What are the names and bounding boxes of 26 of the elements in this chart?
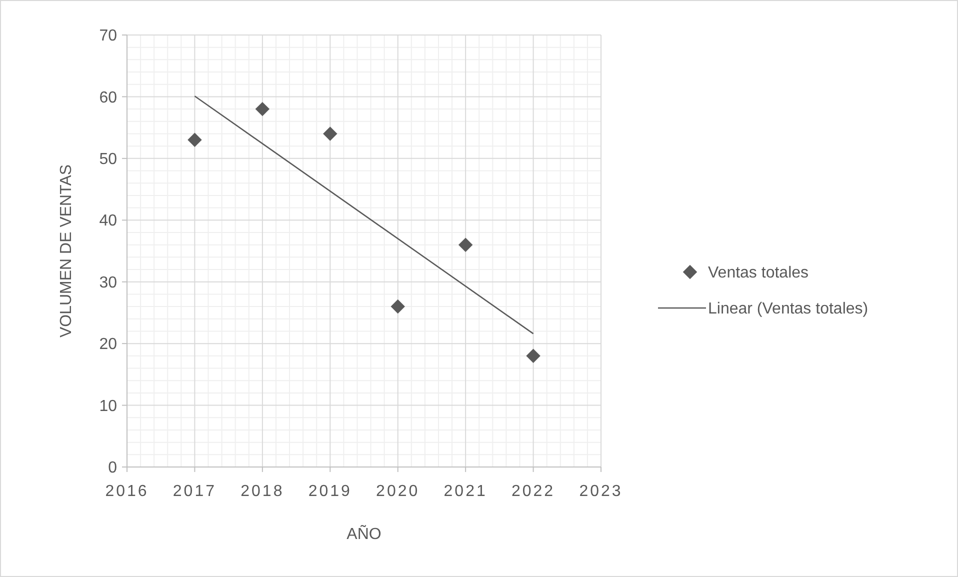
point <box>390 299 405 314</box>
y-tick-label: 20 <box>99 336 118 354</box>
x-tick-label: 2018 <box>240 483 284 500</box>
y-tick-label: 70 <box>99 28 118 45</box>
y-tick-label: 0 <box>108 460 118 477</box>
x-tick-label: 2023 <box>579 483 623 500</box>
legend-label: Linear (Ventas totales) <box>708 300 868 318</box>
y-tick-label: 40 <box>99 212 118 230</box>
y-tick-label: 50 <box>99 151 118 168</box>
x-tick-label: 2016 <box>105 483 149 500</box>
point <box>526 348 540 364</box>
x-tick-label: 2017 <box>172 483 217 500</box>
point <box>458 238 473 252</box>
x-tick-label: 2019 <box>308 483 352 500</box>
y-tick-label: 10 <box>99 398 118 415</box>
y-tick-label: 60 <box>99 89 118 106</box>
legend-label: Ventas totales <box>708 264 809 282</box>
x-axis-title: AÑO <box>346 524 382 543</box>
x-tick-label: 2020 <box>376 483 420 500</box>
y-tick-label: 30 <box>99 274 118 292</box>
point <box>323 126 338 141</box>
point <box>188 132 202 148</box>
x-tick-label: 2022 <box>511 483 556 500</box>
point <box>255 102 270 116</box>
y-axis-title: VOLUMEN DE VENTAS <box>58 164 75 338</box>
x-tick-label: 2021 <box>444 483 488 500</box>
